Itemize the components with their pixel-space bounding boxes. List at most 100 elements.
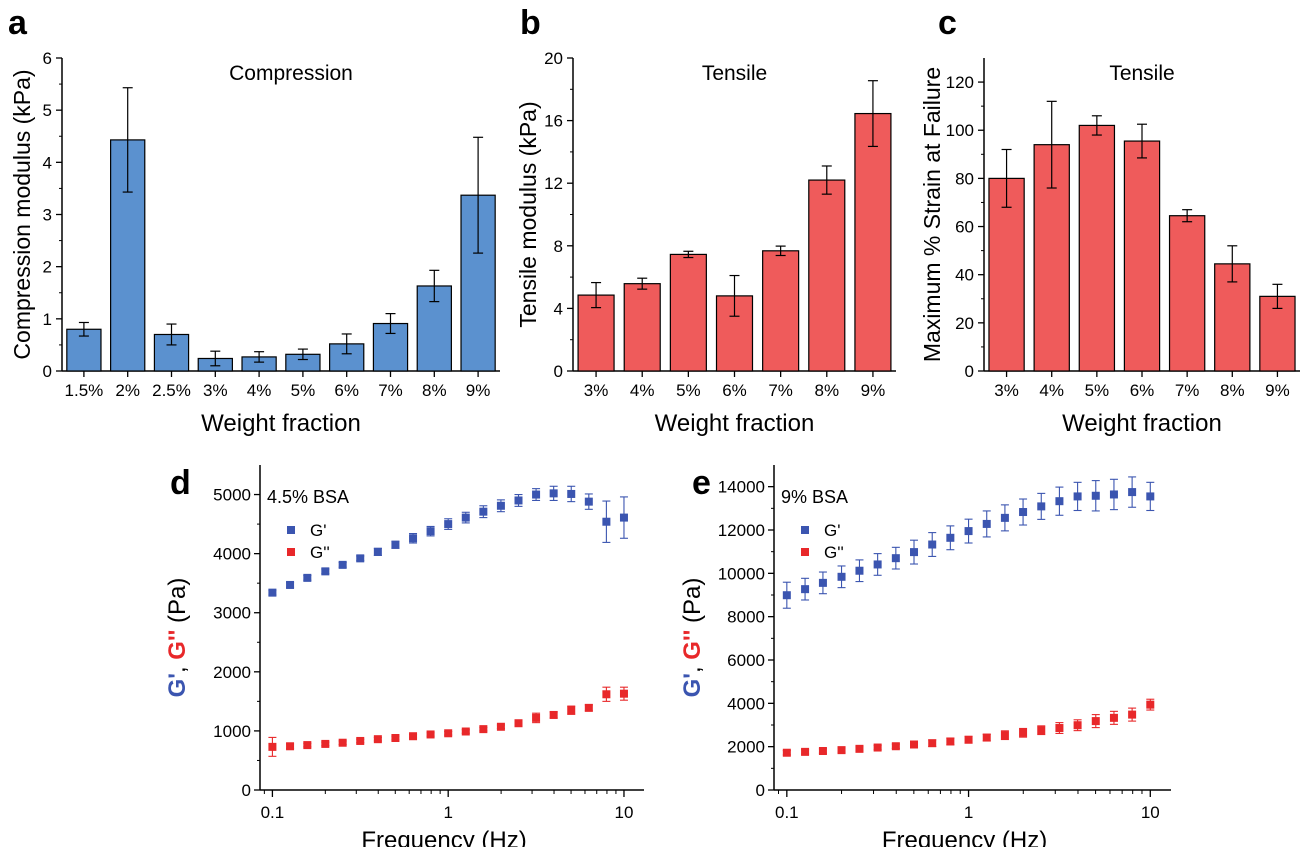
bar (1078, 124, 1116, 372)
bar (372, 322, 409, 372)
y-tick-label: 20 (544, 49, 563, 68)
y-tick-label: 14000 (718, 478, 765, 497)
x-axis-label: Frequency (Hz) (882, 827, 1047, 847)
data-point (1073, 721, 1082, 730)
y-tick-label: 1000 (213, 722, 251, 741)
panel-label-a: a (8, 4, 28, 42)
data-point (801, 585, 810, 594)
data-point (426, 730, 435, 739)
y-tick-label: 12000 (718, 521, 765, 540)
data-point (479, 507, 488, 516)
data-point (801, 747, 810, 756)
data-point (782, 748, 791, 757)
x-tick-label: 1 (964, 803, 973, 822)
data-point (514, 719, 523, 728)
x-tick-label: 5% (1085, 381, 1110, 400)
data-point (1146, 700, 1155, 709)
y-tick-label: 0 (965, 362, 974, 381)
data-point (1000, 513, 1009, 522)
y-tick-label: 80 (955, 169, 974, 188)
data-point (602, 690, 611, 699)
data-point (1000, 731, 1009, 740)
data-point (964, 527, 973, 536)
data-point (1037, 502, 1046, 511)
y-axis-label: Compression modulus (kPa) (9, 69, 35, 359)
x-tick-label: 7% (768, 381, 793, 400)
data-point (303, 573, 312, 582)
y-axis-label-part: G'' (679, 630, 706, 660)
data-point (373, 547, 382, 556)
x-tick-label: 6% (722, 381, 747, 400)
y-tick-label: 2000 (727, 738, 765, 757)
data-point (338, 738, 347, 747)
bar (762, 250, 800, 372)
y-axis-label-part: (Pa) (679, 578, 706, 630)
chart-panel-e: 0 2000 4000 6000 8000 10000 12000 14000 0.1 1 10 9%… (679, 465, 1171, 847)
legend-marker (287, 548, 295, 556)
x-tick-label: 5% (291, 381, 316, 400)
data-point (268, 742, 277, 751)
chart-title: Compression (229, 62, 353, 85)
data-point (873, 743, 882, 752)
legend-marker (287, 526, 295, 534)
y-tick-label: 2 (43, 258, 52, 277)
data-point (1073, 492, 1082, 501)
y-tick-label: 4000 (213, 545, 251, 564)
y-tick-label: 8 (554, 237, 563, 256)
data-point (1091, 491, 1100, 500)
legend-label: G' (824, 521, 840, 540)
data-point (1128, 710, 1137, 719)
x-tick-label: 8% (422, 381, 447, 400)
data-point (891, 554, 900, 563)
data-point (286, 580, 295, 589)
data-point (584, 497, 593, 506)
y-axis-label-part: G' (679, 673, 706, 697)
data-point (532, 713, 541, 722)
data-point (268, 588, 277, 597)
y-axis-label-part: , (679, 660, 706, 673)
data-point (444, 520, 453, 529)
y-axis-label-part: G'' (164, 630, 191, 660)
data-point (1037, 726, 1046, 735)
y-tick-label: 1 (43, 310, 52, 329)
x-tick-label: 3% (994, 381, 1019, 400)
data-point (303, 741, 312, 750)
x-tick-label: 4% (630, 381, 655, 400)
x-tick-label: 2.5% (152, 381, 191, 400)
x-axis-label: Frequency (Hz) (361, 827, 526, 847)
x-tick-label: 4% (1039, 381, 1064, 400)
data-point (964, 735, 973, 744)
chart-panel-d: 0 1000 2000 3000 4000 5000 0.1 1 10 4.5% BSA G' G''… (164, 465, 644, 847)
x-tick-label: 10 (615, 803, 634, 822)
data-point (1109, 490, 1118, 499)
legend-marker (801, 548, 809, 556)
x-axis-label: Weight fraction (1062, 410, 1222, 437)
data-point (891, 742, 900, 751)
data-point (1109, 713, 1118, 722)
y-tick-label: 0 (554, 362, 563, 381)
chart-title: Tensile (702, 62, 767, 85)
data-point (818, 747, 827, 755)
data-point (391, 540, 400, 549)
legend-label: G' (310, 521, 326, 540)
data-point (855, 566, 864, 575)
data-point (338, 560, 347, 569)
data-point (549, 489, 558, 498)
x-tick-label: 3% (584, 381, 609, 400)
data-point (373, 735, 382, 744)
y-tick-label: 3 (43, 206, 52, 225)
data-point (356, 554, 365, 563)
data-point (1146, 492, 1155, 501)
data-point (479, 725, 488, 734)
data-point (391, 734, 400, 742)
x-tick-label: 6% (1130, 381, 1155, 400)
panel-label-e: e (692, 464, 711, 502)
bar (808, 179, 846, 372)
y-tick-label: 5 (43, 101, 52, 120)
y-axis-label-part: (Pa) (164, 578, 191, 630)
data-point (1055, 497, 1064, 506)
y-tick-label: 5000 (213, 486, 251, 505)
data-point (873, 560, 882, 569)
data-point (837, 746, 846, 755)
data-point (461, 513, 470, 522)
